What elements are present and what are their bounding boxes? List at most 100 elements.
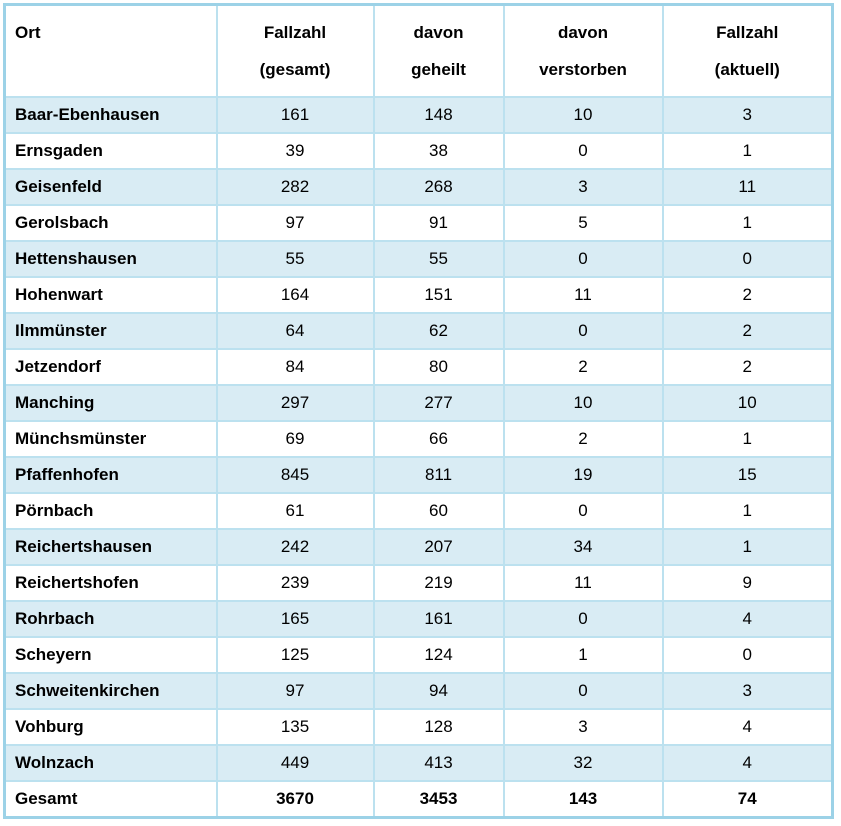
davon-verstorben-cell: 11 xyxy=(502,275,664,314)
ort-cell: Gerolsbach xyxy=(3,203,218,242)
ort-cell: Reichertshofen xyxy=(3,563,218,602)
ort-cell: Jetzendorf xyxy=(3,347,218,386)
ort-cell: Rohrbach xyxy=(3,599,218,638)
fallzahl-gesamt-cell: 69 xyxy=(215,419,375,458)
fallzahl-aktuell-cell: 74 xyxy=(661,779,834,818)
davon-geheilt-cell: 207 xyxy=(372,527,505,566)
fallzahl-aktuell-cell: 0 xyxy=(661,239,834,278)
header-cell-davon-geheilt: davon geheilt xyxy=(372,3,505,98)
davon-geheilt-cell: 219 xyxy=(372,563,505,602)
fallzahl-gesamt-cell: 39 xyxy=(215,131,375,170)
davon-geheilt-cell: 60 xyxy=(372,491,505,530)
davon-verstorben-cell: 0 xyxy=(502,311,664,350)
cases-table-container: Ort Fallzahl (gesamt) davon geheilt davo… xyxy=(3,3,834,819)
davon-verstorben-cell: 34 xyxy=(502,527,664,566)
davon-verstorben-cell: 143 xyxy=(502,779,664,818)
ort-cell: Gesamt xyxy=(3,779,218,818)
davon-verstorben-cell: 2 xyxy=(502,347,664,386)
fallzahl-aktuell-cell: 1 xyxy=(661,203,834,242)
davon-verstorben-cell: 3 xyxy=(502,707,664,746)
davon-geheilt-cell: 268 xyxy=(372,167,505,206)
table-header-row: Ort Fallzahl (gesamt) davon geheilt davo… xyxy=(3,3,834,98)
fallzahl-gesamt-cell: 125 xyxy=(215,635,375,674)
davon-geheilt-cell: 148 xyxy=(372,95,505,134)
fallzahl-gesamt-cell: 84 xyxy=(215,347,375,386)
header-cell-davon-verstorben: davon verstorben xyxy=(502,3,664,98)
davon-verstorben-cell: 0 xyxy=(502,491,664,530)
davon-geheilt-cell: 94 xyxy=(372,671,505,710)
header-label-fallzahl: Fallzahl xyxy=(716,23,779,42)
ort-cell: Geisenfeld xyxy=(3,167,218,206)
davon-geheilt-cell: 124 xyxy=(372,635,505,674)
fallzahl-aktuell-cell: 15 xyxy=(661,455,834,494)
fallzahl-gesamt-cell: 97 xyxy=(215,203,375,242)
fallzahl-aktuell-cell: 2 xyxy=(661,347,834,386)
fallzahl-aktuell-cell: 3 xyxy=(661,671,834,710)
fallzahl-aktuell-cell: 11 xyxy=(661,167,834,206)
davon-verstorben-cell: 2 xyxy=(502,419,664,458)
fallzahl-gesamt-cell: 135 xyxy=(215,707,375,746)
table-row: Geisenfeld 282 268 3 11 xyxy=(3,167,834,206)
table-row: Hohenwart 164 151 11 2 xyxy=(3,275,834,314)
davon-geheilt-cell: 91 xyxy=(372,203,505,242)
table-row: Manching 297 277 10 10 xyxy=(3,383,834,422)
fallzahl-aktuell-cell: 4 xyxy=(661,743,834,782)
ort-cell: Scheyern xyxy=(3,635,218,674)
ort-cell: Pfaffenhofen xyxy=(3,455,218,494)
fallzahl-aktuell-cell: 1 xyxy=(661,527,834,566)
davon-geheilt-cell: 413 xyxy=(372,743,505,782)
ort-cell: Ernsgaden xyxy=(3,131,218,170)
fallzahl-gesamt-cell: 449 xyxy=(215,743,375,782)
fallzahl-aktuell-cell: 3 xyxy=(661,95,834,134)
fallzahl-aktuell-cell: 2 xyxy=(661,311,834,350)
table-row: Reichertshausen 242 207 34 1 xyxy=(3,527,834,566)
ort-cell: Manching xyxy=(3,383,218,422)
fallzahl-aktuell-cell: 9 xyxy=(661,563,834,602)
ort-cell: Vohburg xyxy=(3,707,218,746)
ort-cell: Wolnzach xyxy=(3,743,218,782)
ort-cell: Ilmmünster xyxy=(3,311,218,350)
table-row: Münchsmünster 69 66 2 1 xyxy=(3,419,834,458)
fallzahl-aktuell-cell: 1 xyxy=(661,419,834,458)
table-row: Vohburg 135 128 3 4 xyxy=(3,707,834,746)
header-label-ort: Ort xyxy=(15,23,41,42)
table-row: Rohrbach 165 161 0 4 xyxy=(3,599,834,638)
header-cell-ort: Ort xyxy=(3,3,218,98)
davon-geheilt-cell: 128 xyxy=(372,707,505,746)
fallzahl-gesamt-cell: 164 xyxy=(215,275,375,314)
davon-verstorben-cell: 0 xyxy=(502,671,664,710)
davon-geheilt-cell: 55 xyxy=(372,239,505,278)
table-row: Pörnbach 61 60 0 1 xyxy=(3,491,834,530)
table-row: Ilmmünster 64 62 0 2 xyxy=(3,311,834,350)
fallzahl-gesamt-cell: 282 xyxy=(215,167,375,206)
fallzahl-aktuell-cell: 1 xyxy=(661,131,834,170)
davon-verstorben-cell: 19 xyxy=(502,455,664,494)
davon-verstorben-cell: 0 xyxy=(502,599,664,638)
davon-geheilt-cell: 62 xyxy=(372,311,505,350)
davon-verstorben-cell: 0 xyxy=(502,239,664,278)
davon-geheilt-cell: 66 xyxy=(372,419,505,458)
table-row: Gerolsbach 97 91 5 1 xyxy=(3,203,834,242)
davon-geheilt-cell: 38 xyxy=(372,131,505,170)
davon-geheilt-cell: 161 xyxy=(372,599,505,638)
table-body: Baar-Ebenhausen 161 148 10 3 Ernsgaden 39 38 0 1 G… xyxy=(3,95,834,818)
fallzahl-aktuell-cell: 4 xyxy=(661,599,834,638)
header-cell-fallzahl-gesamt: Fallzahl (gesamt) xyxy=(215,3,375,98)
davon-verstorben-cell: 11 xyxy=(502,563,664,602)
header-label-fallzahl: Fallzahl xyxy=(263,23,327,42)
fallzahl-gesamt-cell: 3670 xyxy=(215,779,375,818)
header-label-geheilt: geheilt xyxy=(411,60,466,79)
fallzahl-gesamt-cell: 61 xyxy=(215,491,375,530)
davon-geheilt-cell: 80 xyxy=(372,347,505,386)
table-row: Ernsgaden 39 38 0 1 xyxy=(3,131,834,170)
ort-cell: Münchsmünster xyxy=(3,419,218,458)
ort-cell: Schweitenkirchen xyxy=(3,671,218,710)
davon-verstorben-cell: 5 xyxy=(502,203,664,242)
cases-table: Ort Fallzahl (gesamt) davon geheilt davo… xyxy=(3,3,834,819)
fallzahl-aktuell-cell: 10 xyxy=(661,383,834,422)
davon-geheilt-cell: 811 xyxy=(372,455,505,494)
fallzahl-gesamt-cell: 55 xyxy=(215,239,375,278)
fallzahl-gesamt-cell: 242 xyxy=(215,527,375,566)
fallzahl-gesamt-cell: 165 xyxy=(215,599,375,638)
ort-cell: Pörnbach xyxy=(3,491,218,530)
